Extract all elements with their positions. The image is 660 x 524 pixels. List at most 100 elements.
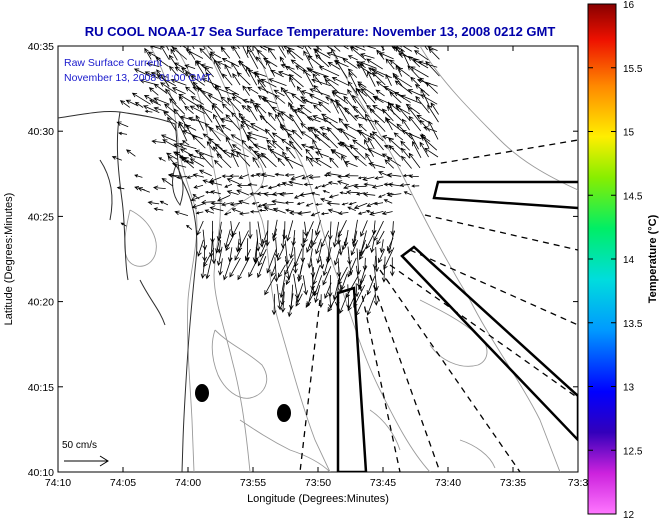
current-vector: [329, 157, 339, 168]
current-vector: [391, 46, 394, 49]
x-tick-label: 73:55: [240, 477, 266, 489]
coastline: [58, 111, 198, 472]
current-vector: [288, 101, 294, 113]
current-vector: [224, 86, 240, 96]
current-vector: [303, 221, 314, 244]
current-vector: [288, 180, 303, 186]
current-vector: [286, 220, 294, 242]
current-vector: [368, 67, 384, 78]
current-vector: [264, 128, 276, 141]
current-vector: [342, 58, 358, 69]
current-vector: [223, 257, 232, 281]
current-vector: [347, 293, 356, 312]
current-vector: [252, 143, 267, 150]
current-vector: [277, 111, 285, 121]
current-vector: [369, 108, 386, 124]
current-vector: [368, 162, 386, 168]
current-vector: [279, 56, 287, 68]
current-vector: [245, 248, 251, 262]
current-vector: [407, 89, 422, 96]
current-vector: [349, 144, 366, 160]
current-vector: [191, 203, 205, 209]
current-vector: [366, 230, 376, 250]
current-vector: [268, 111, 276, 122]
current-vector: [307, 55, 323, 68]
sample-regions: [336, 180, 578, 472]
current-vector: [418, 60, 438, 68]
current-vector: [308, 68, 329, 78]
current-vector: [303, 50, 314, 69]
current-vector: [394, 80, 413, 95]
current-vector: [279, 191, 294, 197]
current-vector: [305, 293, 314, 308]
current-vector: [253, 150, 269, 160]
figure-title: RU COOL NOAA-17 Sea Surface Temperature:…: [85, 24, 556, 39]
current-vector: [303, 182, 313, 187]
y-axis-label: Latitude (Degrees:Minutes): [3, 193, 15, 326]
current-vector: [344, 160, 358, 167]
current-vector: [170, 78, 187, 86]
current-vector: [125, 99, 139, 107]
current-vector: [165, 88, 177, 105]
current-vector: [309, 88, 330, 97]
current-vector: [251, 201, 260, 205]
current-vector: [246, 136, 260, 150]
current-vector: [305, 202, 314, 207]
current-vector: [236, 46, 240, 50]
current-vector: [202, 133, 212, 140]
current-vector: [281, 46, 285, 51]
current-vector: [153, 207, 164, 212]
colorbar-label: Temperature (°C): [647, 214, 659, 303]
current-vector: [393, 132, 404, 141]
current-vector: [199, 47, 212, 61]
current-vector: [326, 126, 340, 141]
current-vector: [376, 230, 385, 246]
current-vector: [191, 46, 195, 50]
current-vector: [199, 104, 213, 123]
current-vector: [213, 59, 224, 78]
current-vector: [277, 264, 286, 278]
current-vector: [256, 49, 268, 60]
x-tick-label: 73:3: [568, 477, 589, 489]
current-vector: [364, 139, 374, 157]
current-vector: [400, 155, 412, 169]
current-vector: [215, 125, 230, 140]
current-vector: [144, 47, 152, 60]
current-vector: [143, 94, 159, 104]
current-vector: [290, 59, 304, 70]
current-vector: [185, 86, 196, 95]
current-vector: [416, 114, 430, 123]
current-vector: [288, 74, 304, 88]
current-vector: [142, 105, 160, 113]
current-vector: [178, 93, 197, 106]
current-vector: [341, 154, 348, 168]
current-vector: [358, 123, 367, 132]
current-vector: [267, 185, 277, 190]
current-vector: [344, 173, 359, 179]
current-vector: [258, 46, 267, 51]
current-vector: [204, 209, 215, 214]
current-vector: [303, 68, 314, 88]
current-vector: [312, 46, 322, 51]
current-vector: [231, 96, 242, 104]
current-vector: [307, 46, 312, 50]
current-vector: [189, 105, 205, 114]
current-vector: [321, 183, 330, 188]
current-vector: [399, 183, 410, 188]
current-vector: [362, 176, 375, 182]
current-vector: [262, 57, 278, 67]
current-vector: [270, 264, 277, 277]
current-vector: [156, 75, 176, 87]
current-vector: [381, 108, 394, 122]
current-vector: [415, 95, 430, 114]
current-vector: [374, 246, 380, 273]
current-vector: [321, 113, 338, 124]
current-vector: [242, 85, 250, 96]
current-vector: [134, 101, 144, 108]
current-vector: [277, 70, 294, 78]
current-vector: [274, 239, 280, 259]
current-vector: [310, 191, 320, 196]
current-vector: [284, 257, 294, 276]
current-vector: [170, 48, 178, 61]
current-vector: [226, 97, 241, 113]
